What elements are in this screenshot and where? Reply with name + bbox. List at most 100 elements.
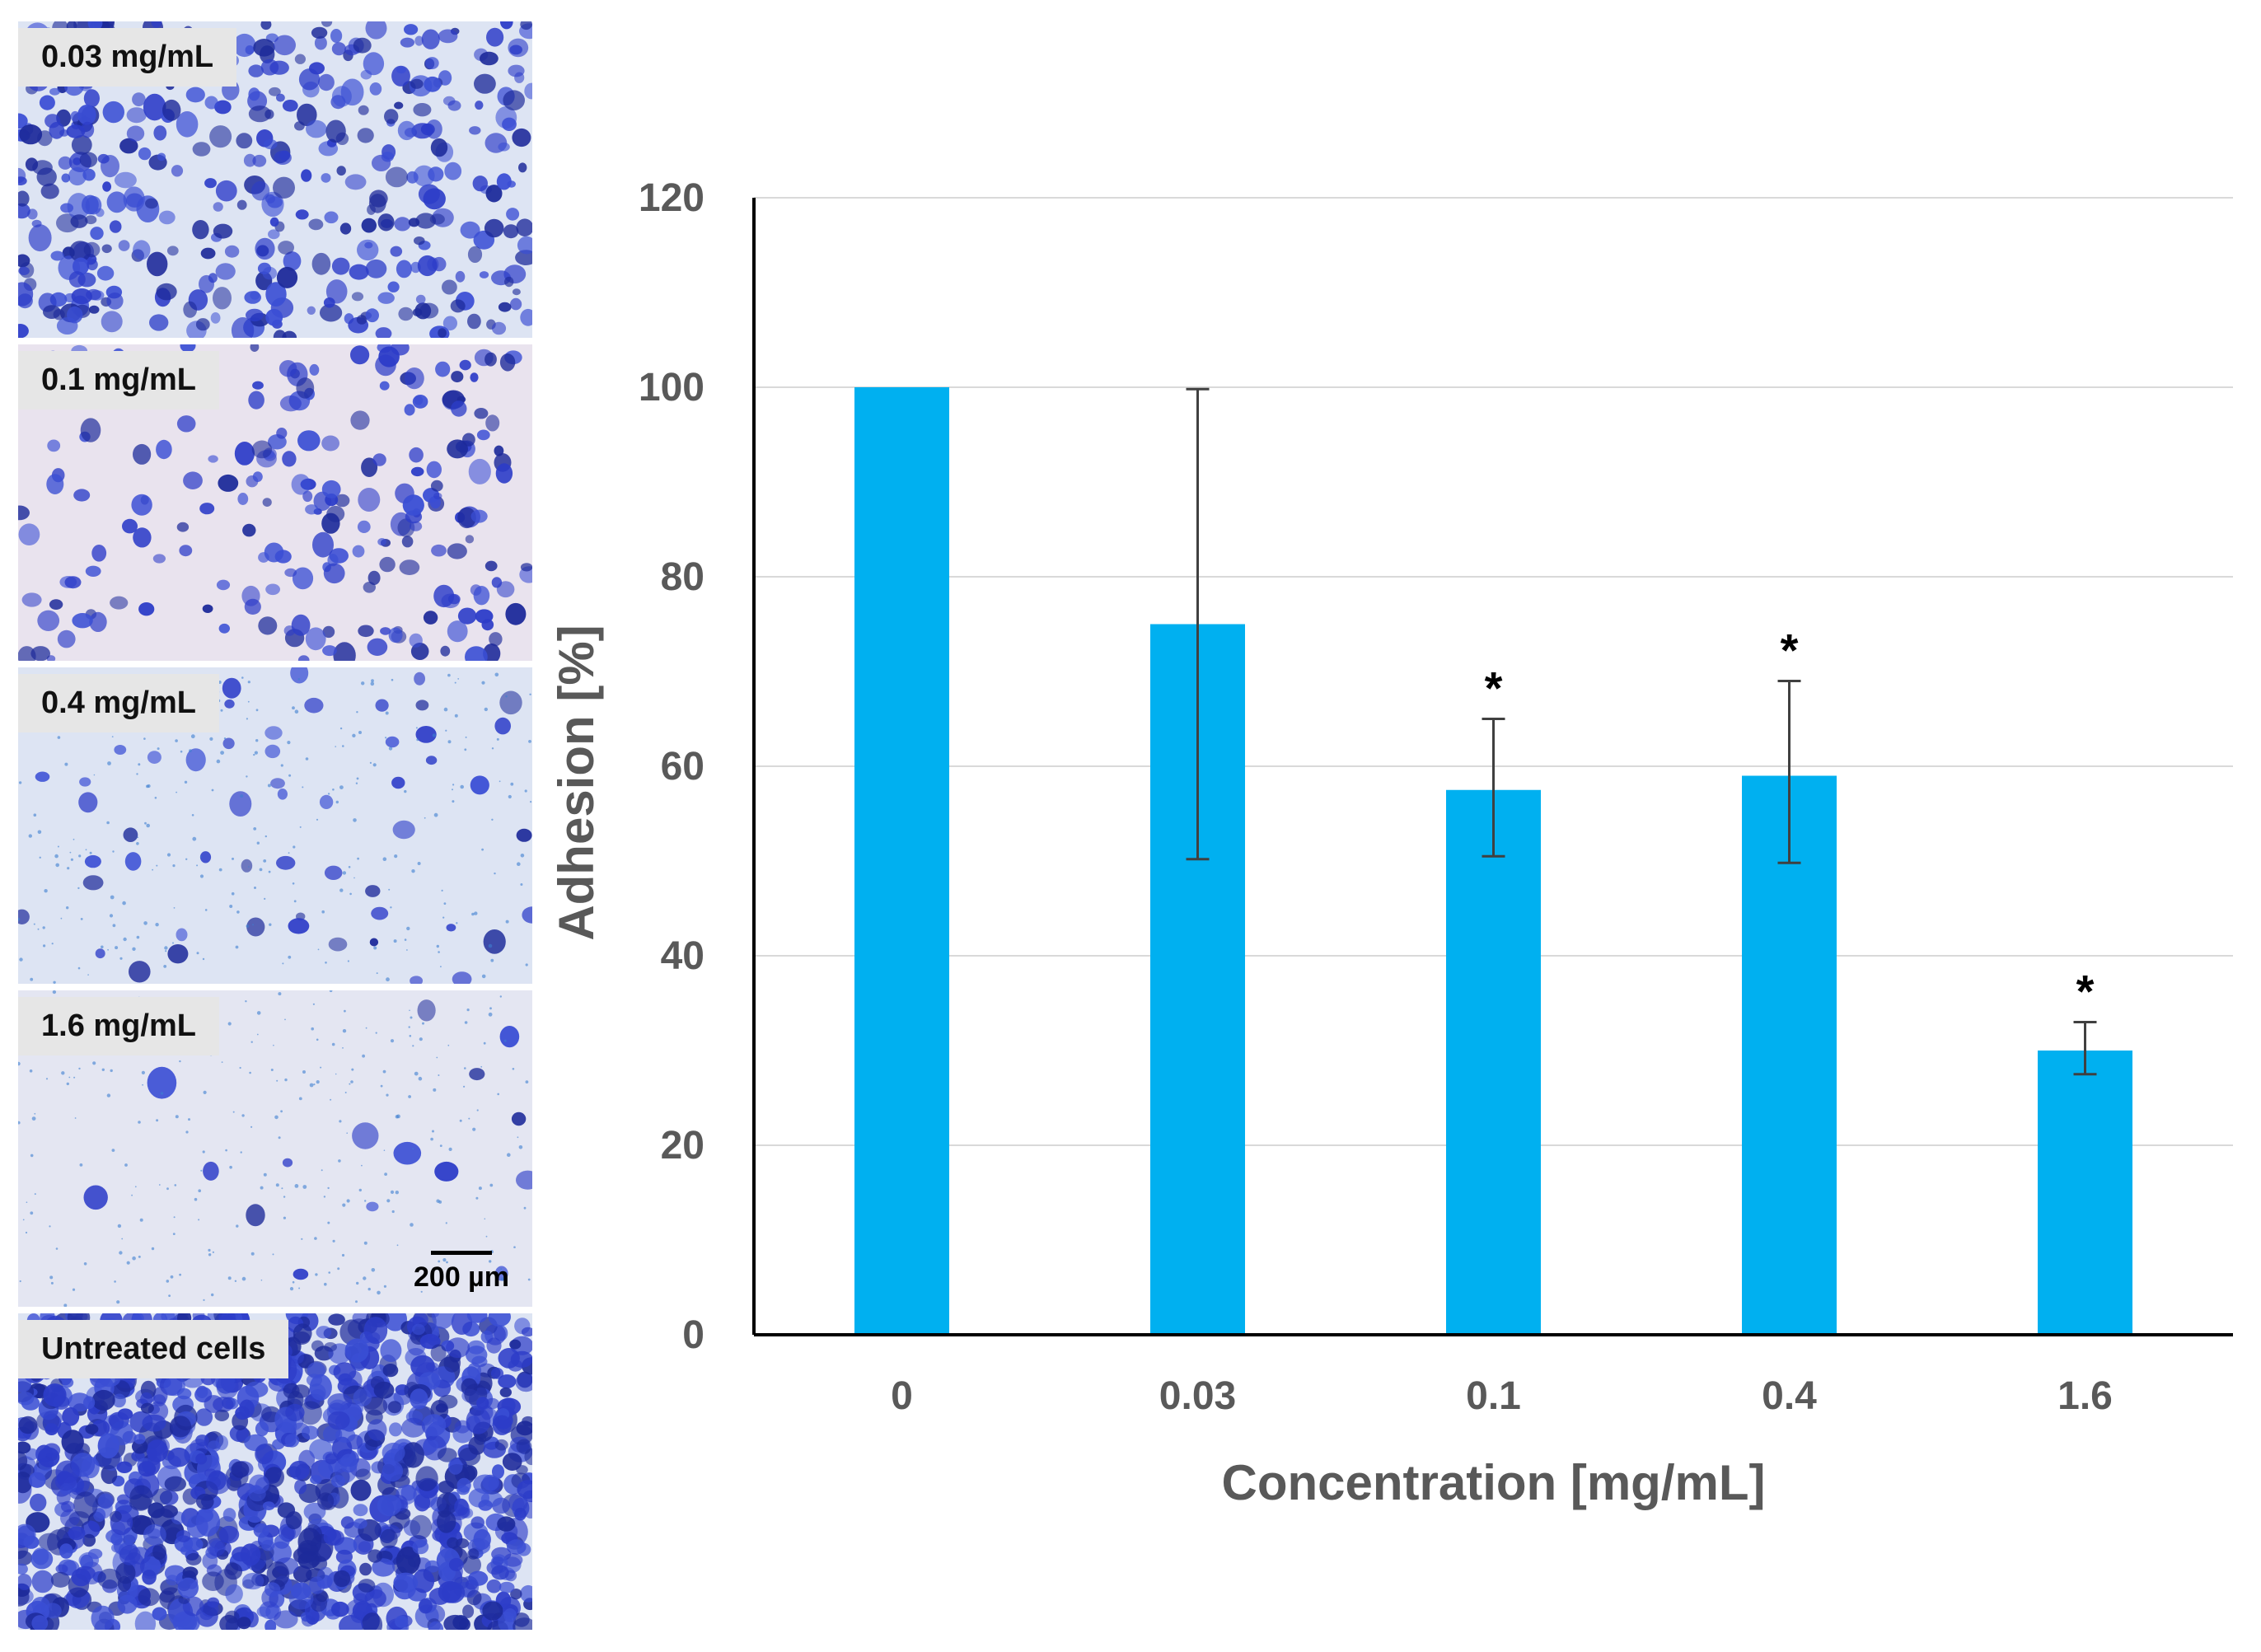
cell xyxy=(482,1601,503,1621)
debris xyxy=(386,977,390,982)
debris xyxy=(119,957,123,960)
cell xyxy=(309,1439,333,1460)
debris xyxy=(158,1184,161,1186)
debris xyxy=(348,866,351,868)
debris xyxy=(151,1247,155,1251)
debris xyxy=(499,995,502,998)
cell xyxy=(325,279,348,304)
debris xyxy=(67,867,70,870)
debris xyxy=(93,774,96,776)
cell xyxy=(330,1475,346,1488)
cell xyxy=(385,736,400,748)
debris xyxy=(523,1206,527,1210)
cell xyxy=(91,1389,115,1411)
cell xyxy=(19,124,43,145)
cell xyxy=(446,1337,470,1359)
cell xyxy=(50,250,64,261)
cell xyxy=(380,627,391,635)
cell xyxy=(353,1388,372,1406)
debris xyxy=(30,1154,34,1158)
cell xyxy=(322,645,337,657)
debris xyxy=(361,681,365,686)
cell xyxy=(207,1597,220,1608)
cell xyxy=(423,1439,438,1453)
bar xyxy=(854,387,949,1335)
debris xyxy=(447,673,451,677)
debris xyxy=(250,1126,253,1128)
cell xyxy=(117,1594,138,1614)
cell xyxy=(253,1523,269,1538)
debris xyxy=(114,1280,116,1283)
cell xyxy=(80,418,101,442)
debris xyxy=(476,1109,479,1111)
debris xyxy=(489,1007,492,1010)
cell xyxy=(138,147,152,161)
debris xyxy=(111,736,114,737)
cell xyxy=(252,471,263,482)
panel-label: 1.6 mg/mL xyxy=(18,997,219,1055)
debris xyxy=(234,1280,237,1282)
cell xyxy=(322,625,335,639)
cell xyxy=(424,76,442,92)
cell xyxy=(44,1423,59,1435)
debris xyxy=(500,1277,505,1281)
cell xyxy=(282,451,297,467)
cell xyxy=(157,152,166,161)
debris xyxy=(409,1009,410,1012)
debris xyxy=(520,854,525,858)
cell xyxy=(143,1523,166,1546)
cell xyxy=(515,1373,532,1392)
cell xyxy=(91,545,107,562)
debris xyxy=(146,823,150,828)
debris xyxy=(236,1224,239,1228)
debris xyxy=(349,892,352,896)
cell xyxy=(350,345,370,365)
cell xyxy=(81,1520,101,1538)
debris xyxy=(174,1184,177,1186)
cell xyxy=(279,150,291,161)
debris xyxy=(342,871,347,875)
debris xyxy=(312,1003,315,1005)
debris xyxy=(414,1071,419,1076)
cell xyxy=(207,1537,226,1556)
cell xyxy=(18,203,30,219)
debris xyxy=(412,1045,414,1047)
cell xyxy=(18,1550,33,1566)
cell xyxy=(88,305,100,314)
cell xyxy=(467,1362,482,1378)
debris xyxy=(55,863,59,868)
cell xyxy=(417,999,436,1022)
cell xyxy=(447,620,468,643)
cell xyxy=(492,1464,504,1479)
cell xyxy=(417,255,438,277)
debris xyxy=(302,786,304,789)
cell xyxy=(152,1488,173,1505)
debris xyxy=(63,1303,68,1307)
cell xyxy=(213,287,232,310)
cell xyxy=(199,503,215,515)
cell xyxy=(358,1541,372,1553)
debris xyxy=(446,1261,448,1264)
cell xyxy=(164,1565,186,1582)
debris xyxy=(179,1060,181,1063)
debris xyxy=(83,1262,87,1266)
cell xyxy=(458,1447,481,1466)
debris xyxy=(267,784,271,788)
debris xyxy=(253,753,255,756)
y-tick-label: 120 xyxy=(639,176,705,220)
debris xyxy=(394,854,398,859)
cell xyxy=(457,507,476,529)
debris xyxy=(355,1300,358,1303)
cell xyxy=(510,1350,532,1368)
debris xyxy=(22,1219,25,1221)
cell xyxy=(87,259,98,271)
cell xyxy=(379,556,396,573)
debris xyxy=(49,1225,51,1228)
debris xyxy=(121,1238,124,1240)
cell xyxy=(152,554,166,564)
debris xyxy=(122,901,126,906)
cell xyxy=(395,1615,409,1628)
cell xyxy=(101,244,112,254)
cell xyxy=(264,726,283,740)
cell xyxy=(410,1355,435,1378)
